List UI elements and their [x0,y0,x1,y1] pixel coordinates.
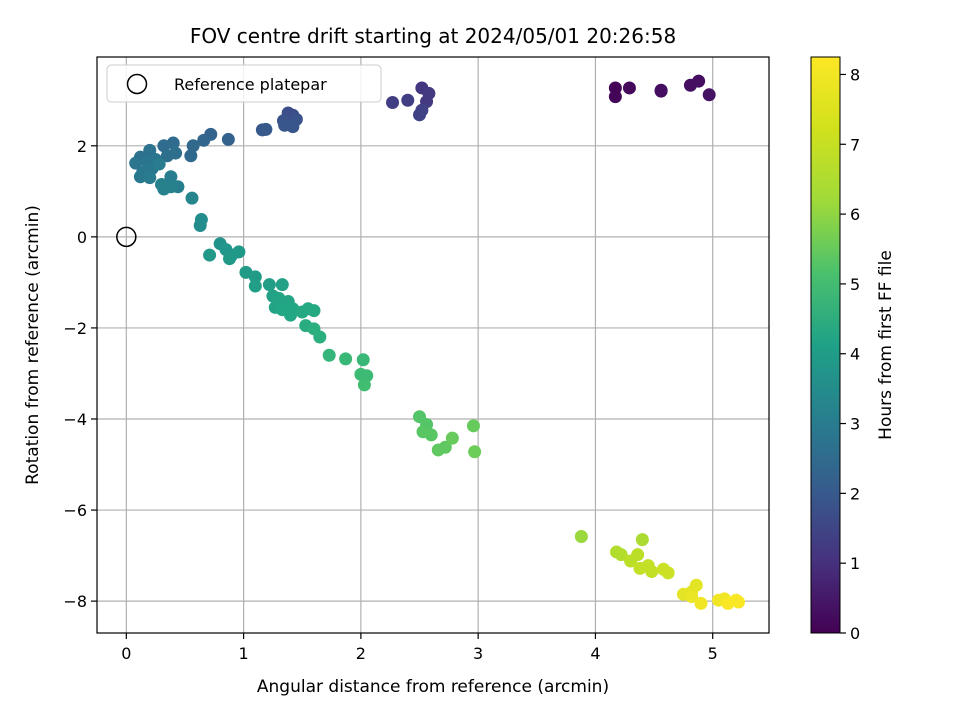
chart-title: FOV centre drift starting at 2024/05/01 … [190,24,676,48]
colorbar-label: Hours from first FF file [876,250,896,440]
data-point [574,529,588,543]
y-tick-label: −4 [63,410,87,429]
data-point [702,88,716,102]
data-point [661,566,675,580]
colorbar-tick-label: 2 [850,484,860,503]
data-point [129,156,143,170]
colorbar-ticks: 0 1 2 3 4 5 6 7 8 [840,65,860,643]
data-point [732,595,746,609]
data-point [164,170,178,184]
plot-frame [96,56,770,634]
y-tick-label: 0 [77,228,87,247]
data-point [386,96,400,110]
data-point [689,578,703,592]
colorbar-tick-label: 7 [850,135,860,154]
data-point [186,139,200,153]
data-point [223,252,237,266]
data-point [685,590,699,604]
data-point [284,308,298,322]
data-point [197,133,211,147]
x-axis-label: Angular distance from reference (arcmin) [257,677,609,697]
grid [97,57,769,633]
data-point [275,278,289,292]
x-tick-label: 5 [708,644,718,663]
data-point [133,170,147,184]
colorbar: 0 1 2 3 4 5 6 7 8 Hours from first FF file [810,56,896,643]
data-point [356,353,370,367]
data-point [164,180,178,194]
data-point [415,103,429,117]
data-point [307,304,321,318]
data-point [184,149,198,163]
data-point [357,378,371,392]
data-point [262,278,276,292]
data-point [203,248,217,262]
colorbar-gradient [810,56,841,634]
data-point [654,84,668,98]
data-point [631,548,645,562]
y-tick-label: −2 [63,319,87,338]
data-point [248,279,262,293]
data-point [259,122,273,136]
data-point [232,245,246,259]
data-point [424,428,438,442]
data-point [160,149,174,163]
data-point [185,191,199,205]
data-point [143,171,157,185]
legend: Reference platepar [106,64,382,103]
data-point [401,93,415,107]
data-point [286,120,300,134]
x-tick-label: 3 [473,644,483,663]
data-point [313,330,327,344]
colorbar-tick-label: 5 [850,275,860,294]
data-point [152,157,166,171]
data-point [635,533,649,547]
reference-platepar-marker [116,226,137,248]
data-point [608,90,622,104]
colorbar-tick-label: 4 [850,345,860,364]
data-point [466,419,480,433]
data-point [694,596,708,610]
x-tick-label: 2 [356,644,366,663]
legend-entry: Reference platepar [174,75,327,94]
data-point [622,81,636,95]
x-axis-ticks: 0 1 2 3 4 5 [121,633,718,663]
colorbar-tick-label: 3 [850,415,860,434]
legend-box [106,64,382,103]
data-point [445,431,459,445]
data-point [645,565,659,579]
data-point [468,445,482,459]
data-point [157,139,171,153]
y-tick-label: 2 [77,137,87,156]
y-tick-label: −8 [63,592,87,611]
data-point [339,352,353,366]
y-tick-label: −6 [63,501,87,520]
colorbar-tick-label: 1 [850,554,860,573]
colorbar-tick-label: 6 [850,205,860,224]
data-point [438,440,452,454]
x-tick-label: 1 [239,644,249,663]
data-point [193,218,207,232]
data-point [692,74,706,88]
data-point [322,348,336,362]
colorbar-tick-label: 8 [850,65,860,84]
x-tick-label: 0 [121,644,131,663]
colorbar-tick-label: 0 [850,624,860,643]
legend-marker-icon [126,73,148,95]
y-axis-label: Rotation from reference (arcmin) [23,205,43,485]
data-point [221,132,235,146]
data-point [248,270,262,284]
x-tick-label: 4 [590,644,600,663]
data-point [614,548,628,562]
y-axis-ticks: −8 −6 −4 −2 0 2 [63,137,97,611]
data-points [129,74,746,610]
